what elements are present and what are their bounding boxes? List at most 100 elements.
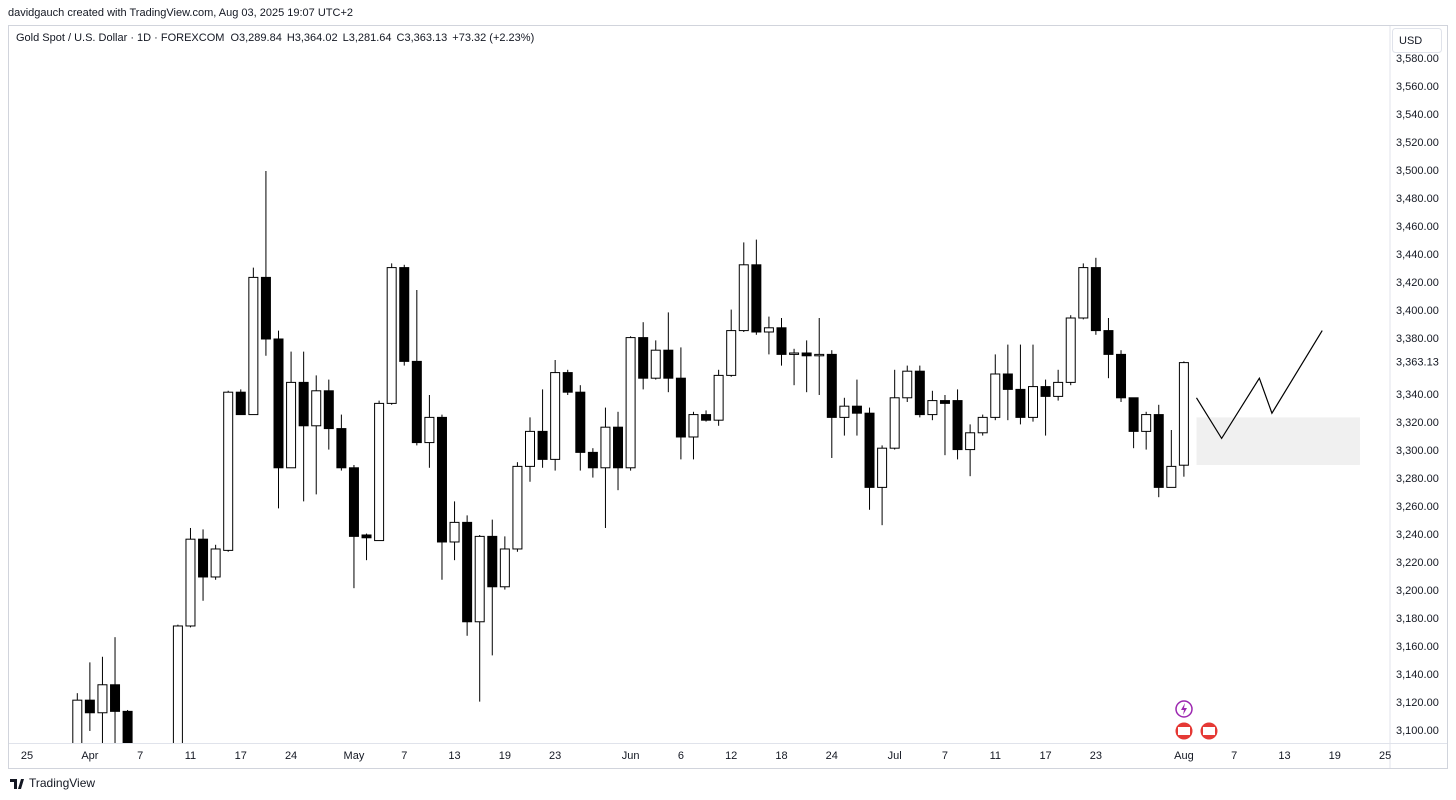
header-close: C3,363.13 — [397, 32, 448, 44]
x-tick-label: 7 — [137, 750, 143, 762]
event-icons — [1175, 700, 1218, 740]
candle-body — [575, 391, 586, 453]
y-tick-label: 3,540.00 — [1396, 109, 1439, 121]
candle-body — [97, 684, 108, 714]
x-tick-label: 23 — [549, 750, 561, 762]
candle-body — [789, 352, 800, 355]
currency-button[interactable] — [1392, 28, 1442, 53]
x-tick-label: Apr — [81, 750, 98, 762]
candle-body — [1090, 267, 1101, 332]
candle-body — [361, 534, 372, 539]
candle-body — [411, 360, 422, 444]
candle-body — [84, 699, 95, 714]
x-tick-label: 24 — [285, 750, 297, 762]
x-tick-label: 7 — [942, 750, 948, 762]
candle-body — [424, 416, 435, 444]
candle-body — [613, 426, 624, 469]
x-tick-label: 24 — [826, 750, 838, 762]
x-tick-label: 13 — [448, 750, 460, 762]
brand-name: TradingView — [29, 776, 95, 790]
x-tick-label: 19 — [499, 750, 511, 762]
candle-body — [1116, 353, 1127, 399]
y-tick-label: 3,520.00 — [1396, 137, 1439, 149]
candle-body — [726, 330, 737, 376]
x-tick-label: 11 — [990, 750, 1001, 762]
y-tick-label: 3,560.00 — [1396, 81, 1439, 93]
projection-line — [1195, 330, 1323, 440]
y-tick-label: 3,380.00 — [1396, 333, 1439, 345]
candle-body — [1015, 388, 1026, 418]
chart-frame — [8, 25, 1448, 769]
candle-body — [550, 372, 561, 460]
candle-body — [386, 267, 397, 404]
x-tick-label: 11 — [185, 750, 196, 762]
candle-body — [663, 349, 674, 379]
x-tick-label: 18 — [775, 750, 787, 762]
candle-body — [198, 538, 209, 578]
y-tick-label: 3,220.00 — [1396, 557, 1439, 569]
x-tick-label: May — [344, 750, 365, 762]
candle-body — [235, 391, 246, 416]
candle-body — [323, 390, 334, 430]
x-tick-label: Aug — [1174, 750, 1194, 762]
candle-body — [298, 381, 309, 427]
y-tick-label: 3,420.00 — [1396, 277, 1439, 289]
candle-body — [952, 400, 963, 451]
header-change: +73.32 (+2.23%) — [452, 32, 534, 44]
candle-body — [1053, 381, 1064, 397]
y-tick-label: 3,120.00 — [1396, 697, 1439, 709]
x-tick-label: 17 — [1039, 750, 1051, 762]
header-high: H3,364.02 — [287, 32, 338, 44]
candle-body — [864, 412, 875, 488]
candle-body — [336, 428, 347, 469]
x-tick-label: 19 — [1329, 750, 1341, 762]
candle-body — [751, 264, 762, 333]
y-tick-label: 3,440.00 — [1396, 249, 1439, 261]
x-tick-label: Jun — [622, 750, 640, 762]
candle-body — [260, 276, 271, 340]
x-tick-label: 23 — [1090, 750, 1102, 762]
y-tick-label: 3,280.00 — [1396, 473, 1439, 485]
symbol: Gold Spot / U.S. Dollar · 1D · FOREXCOM — [16, 32, 224, 44]
candle-body — [738, 264, 749, 332]
candle-body — [776, 327, 787, 355]
candle-body — [701, 414, 712, 421]
candle-body — [877, 447, 888, 488]
y-tick-label: 3,100.00 — [1396, 725, 1439, 737]
candle-body — [223, 391, 234, 551]
candle-body — [713, 374, 724, 421]
brand: TradingView — [10, 776, 95, 790]
candle-body — [273, 338, 284, 469]
candle-body — [977, 416, 988, 434]
candle-body — [474, 535, 485, 623]
candle-body — [889, 397, 900, 449]
x-tick-label: 17 — [235, 750, 247, 762]
plot-area — [72, 171, 1360, 743]
candle-body — [851, 405, 862, 414]
y-tick-label: 3,500.00 — [1396, 165, 1439, 177]
y-tick-label: 3,260.00 — [1396, 501, 1439, 513]
last-price-label: 3,363.13 — [1396, 357, 1439, 369]
candle-body — [537, 430, 548, 460]
candle-body — [110, 684, 121, 712]
candle-body — [512, 465, 523, 550]
candle-body — [562, 372, 573, 393]
candle-body — [1002, 373, 1013, 390]
candle-body — [122, 710, 133, 743]
candle-body — [210, 548, 221, 578]
event-icon-glyph — [1203, 727, 1215, 735]
y-tick-label: 3,160.00 — [1396, 641, 1439, 653]
candle-body — [72, 699, 83, 743]
candle-body — [311, 390, 322, 427]
y-tick-label: 3,300.00 — [1396, 445, 1439, 457]
candle-body — [1028, 386, 1038, 418]
zone — [1196, 417, 1360, 465]
candle-body — [1153, 414, 1164, 488]
candle-body — [1078, 267, 1089, 319]
candle-body — [1128, 397, 1139, 432]
candle-body — [487, 535, 498, 588]
candle-body — [185, 538, 196, 627]
candle-body — [286, 381, 297, 469]
event-icon-glyph — [1181, 703, 1187, 715]
